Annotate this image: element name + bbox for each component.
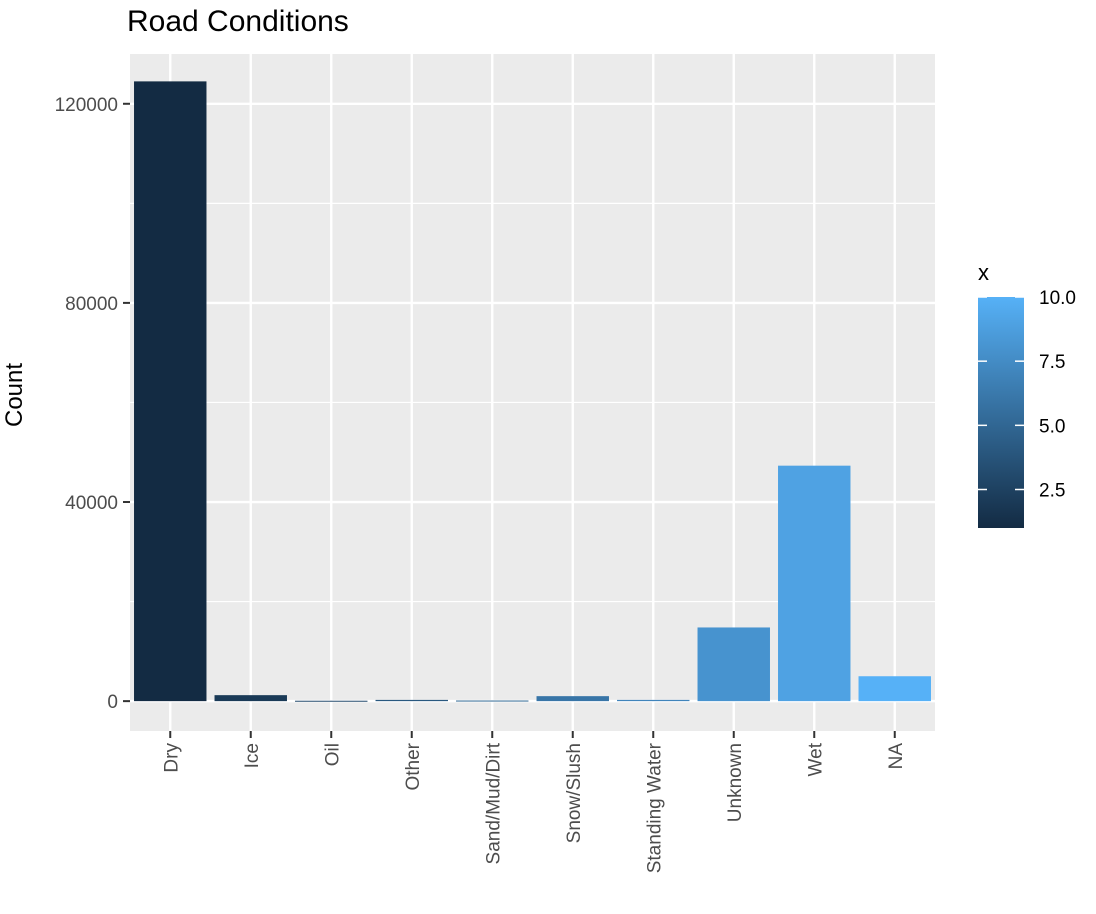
y-tick-label: 80000 xyxy=(65,294,118,315)
y-tick-label: 0 xyxy=(107,692,118,713)
x-tick-label: Other xyxy=(403,742,424,790)
y-tick-label: 40000 xyxy=(65,493,118,514)
legend-title: x xyxy=(978,260,989,285)
x-tick-label: Standing Water xyxy=(644,742,665,873)
bar xyxy=(536,696,609,702)
x-axis: Dry Ice Oil Other Sand/Mud/Dirt Snow/Slush Sta… xyxy=(161,731,907,873)
bar xyxy=(858,676,931,702)
legend-tick-label: 10.0 xyxy=(1039,288,1076,309)
x-tick-label: Ice xyxy=(242,743,263,768)
chart-title: Road Conditions xyxy=(127,5,349,38)
legend-tick-label: 5.0 xyxy=(1039,416,1065,437)
y-axis-label: Count xyxy=(1,363,28,427)
bar xyxy=(214,695,287,702)
bar xyxy=(134,81,207,702)
bar xyxy=(617,699,690,702)
bar xyxy=(295,700,368,702)
legend: x 2.5 5.0 7.5 10.0 xyxy=(978,260,1076,528)
bar xyxy=(697,627,770,702)
x-tick-label: Sand/Mud/Dirt xyxy=(483,742,504,864)
y-axis: 0 40000 80000 120000 xyxy=(55,95,130,713)
x-tick-label: NA xyxy=(886,743,907,770)
bars xyxy=(134,81,931,702)
x-tick-label: Wet xyxy=(805,742,826,776)
x-tick-label: Snow/Slush xyxy=(564,743,585,843)
legend-colorbar xyxy=(978,297,1024,528)
bar xyxy=(778,465,851,702)
x-tick-label: Oil xyxy=(322,743,343,766)
x-tick-label: Dry xyxy=(161,743,182,773)
bar xyxy=(456,700,529,702)
x-tick-label: Unknown xyxy=(725,743,746,822)
legend-tick-label: 7.5 xyxy=(1039,352,1065,373)
legend-tick-label: 2.5 xyxy=(1039,481,1065,502)
y-tick-label: 120000 xyxy=(55,95,118,116)
bar xyxy=(375,699,448,702)
